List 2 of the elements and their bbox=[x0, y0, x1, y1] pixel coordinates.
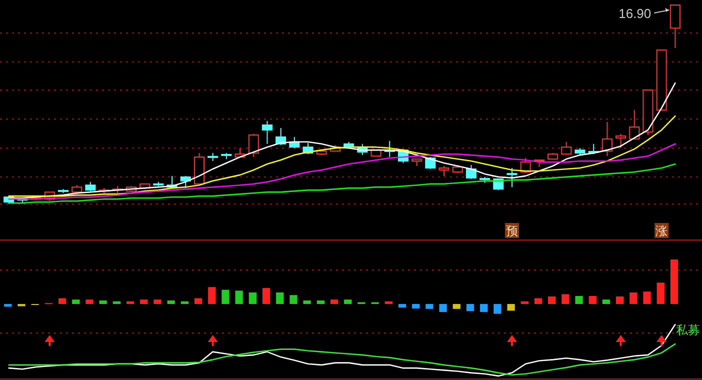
annotation: 16.90 bbox=[618, 6, 652, 21]
annotation: 私募 bbox=[676, 323, 700, 337]
